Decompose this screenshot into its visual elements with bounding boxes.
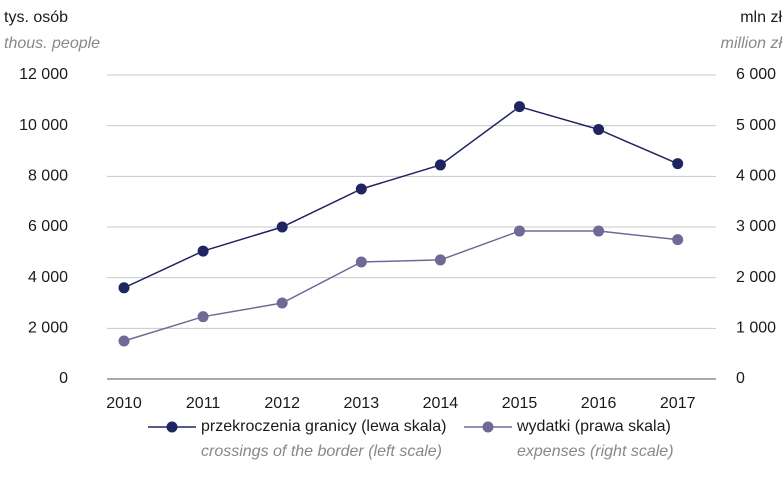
data-point: [118, 335, 130, 347]
data-point: [514, 101, 525, 113]
x-tick-label: 2016: [581, 395, 617, 412]
data-point: [276, 297, 288, 309]
x-tick-label: 2010: [106, 395, 142, 412]
y2-axis-subtitle: million zł: [721, 35, 783, 52]
y2-tick-label: 1 000: [736, 320, 776, 337]
y-tick-label: 2 000: [28, 320, 68, 337]
data-point: [197, 245, 209, 257]
x-tick-label: 2017: [660, 395, 696, 412]
data-point: [197, 311, 209, 323]
y2-tick-label: 3 000: [736, 218, 776, 235]
series-line: [123, 105, 678, 289]
y-tick-label: 12 000: [19, 66, 68, 83]
y-tick-label: 8 000: [28, 168, 68, 185]
y2-tick-label: 5 000: [736, 117, 776, 134]
y-axis-subtitle: thous. people: [4, 35, 100, 52]
legend-label: wydatki (prawa skala): [516, 418, 671, 435]
legend-label: przekroczenia granicy (lewa skala): [201, 418, 446, 435]
data-point: [118, 282, 130, 294]
y-axis-title: tys. osób: [4, 9, 68, 26]
y-tick-label: 6 000: [28, 218, 68, 235]
data-point: [434, 254, 446, 266]
data-point: [672, 158, 684, 170]
series-line: [123, 230, 678, 342]
data-point: [593, 225, 605, 237]
y2-tick-label: 4 000: [736, 168, 776, 185]
y-tick-label: 10 000: [19, 117, 68, 134]
x-tick-label: 2014: [423, 395, 459, 412]
data-point: [355, 256, 367, 268]
y2-tick-label: 0: [736, 370, 745, 387]
y2-tick-label: 6 000: [736, 66, 776, 83]
data-point: [672, 234, 684, 246]
x-tick-label: 2015: [502, 395, 538, 412]
data-point: [434, 159, 446, 171]
x-tick-label: 2012: [264, 395, 300, 412]
legend-sublabel: expenses (right scale): [517, 443, 674, 460]
x-tick-label: 2011: [186, 395, 221, 412]
y2-axis-title: mln zł: [740, 9, 782, 26]
y2-tick-label: 2 000: [736, 269, 776, 286]
data-point: [276, 221, 288, 233]
x-tick-label: 2013: [344, 395, 380, 412]
legend-marker: [482, 421, 494, 433]
y-tick-label: 0: [59, 370, 68, 387]
y-tick-label: 4 000: [28, 269, 68, 286]
legend-sublabel: crossings of the border (left scale): [201, 443, 442, 460]
data-point: [593, 123, 605, 135]
data-point: [355, 183, 367, 195]
legend-marker: [166, 421, 178, 433]
data-point: [514, 225, 525, 237]
